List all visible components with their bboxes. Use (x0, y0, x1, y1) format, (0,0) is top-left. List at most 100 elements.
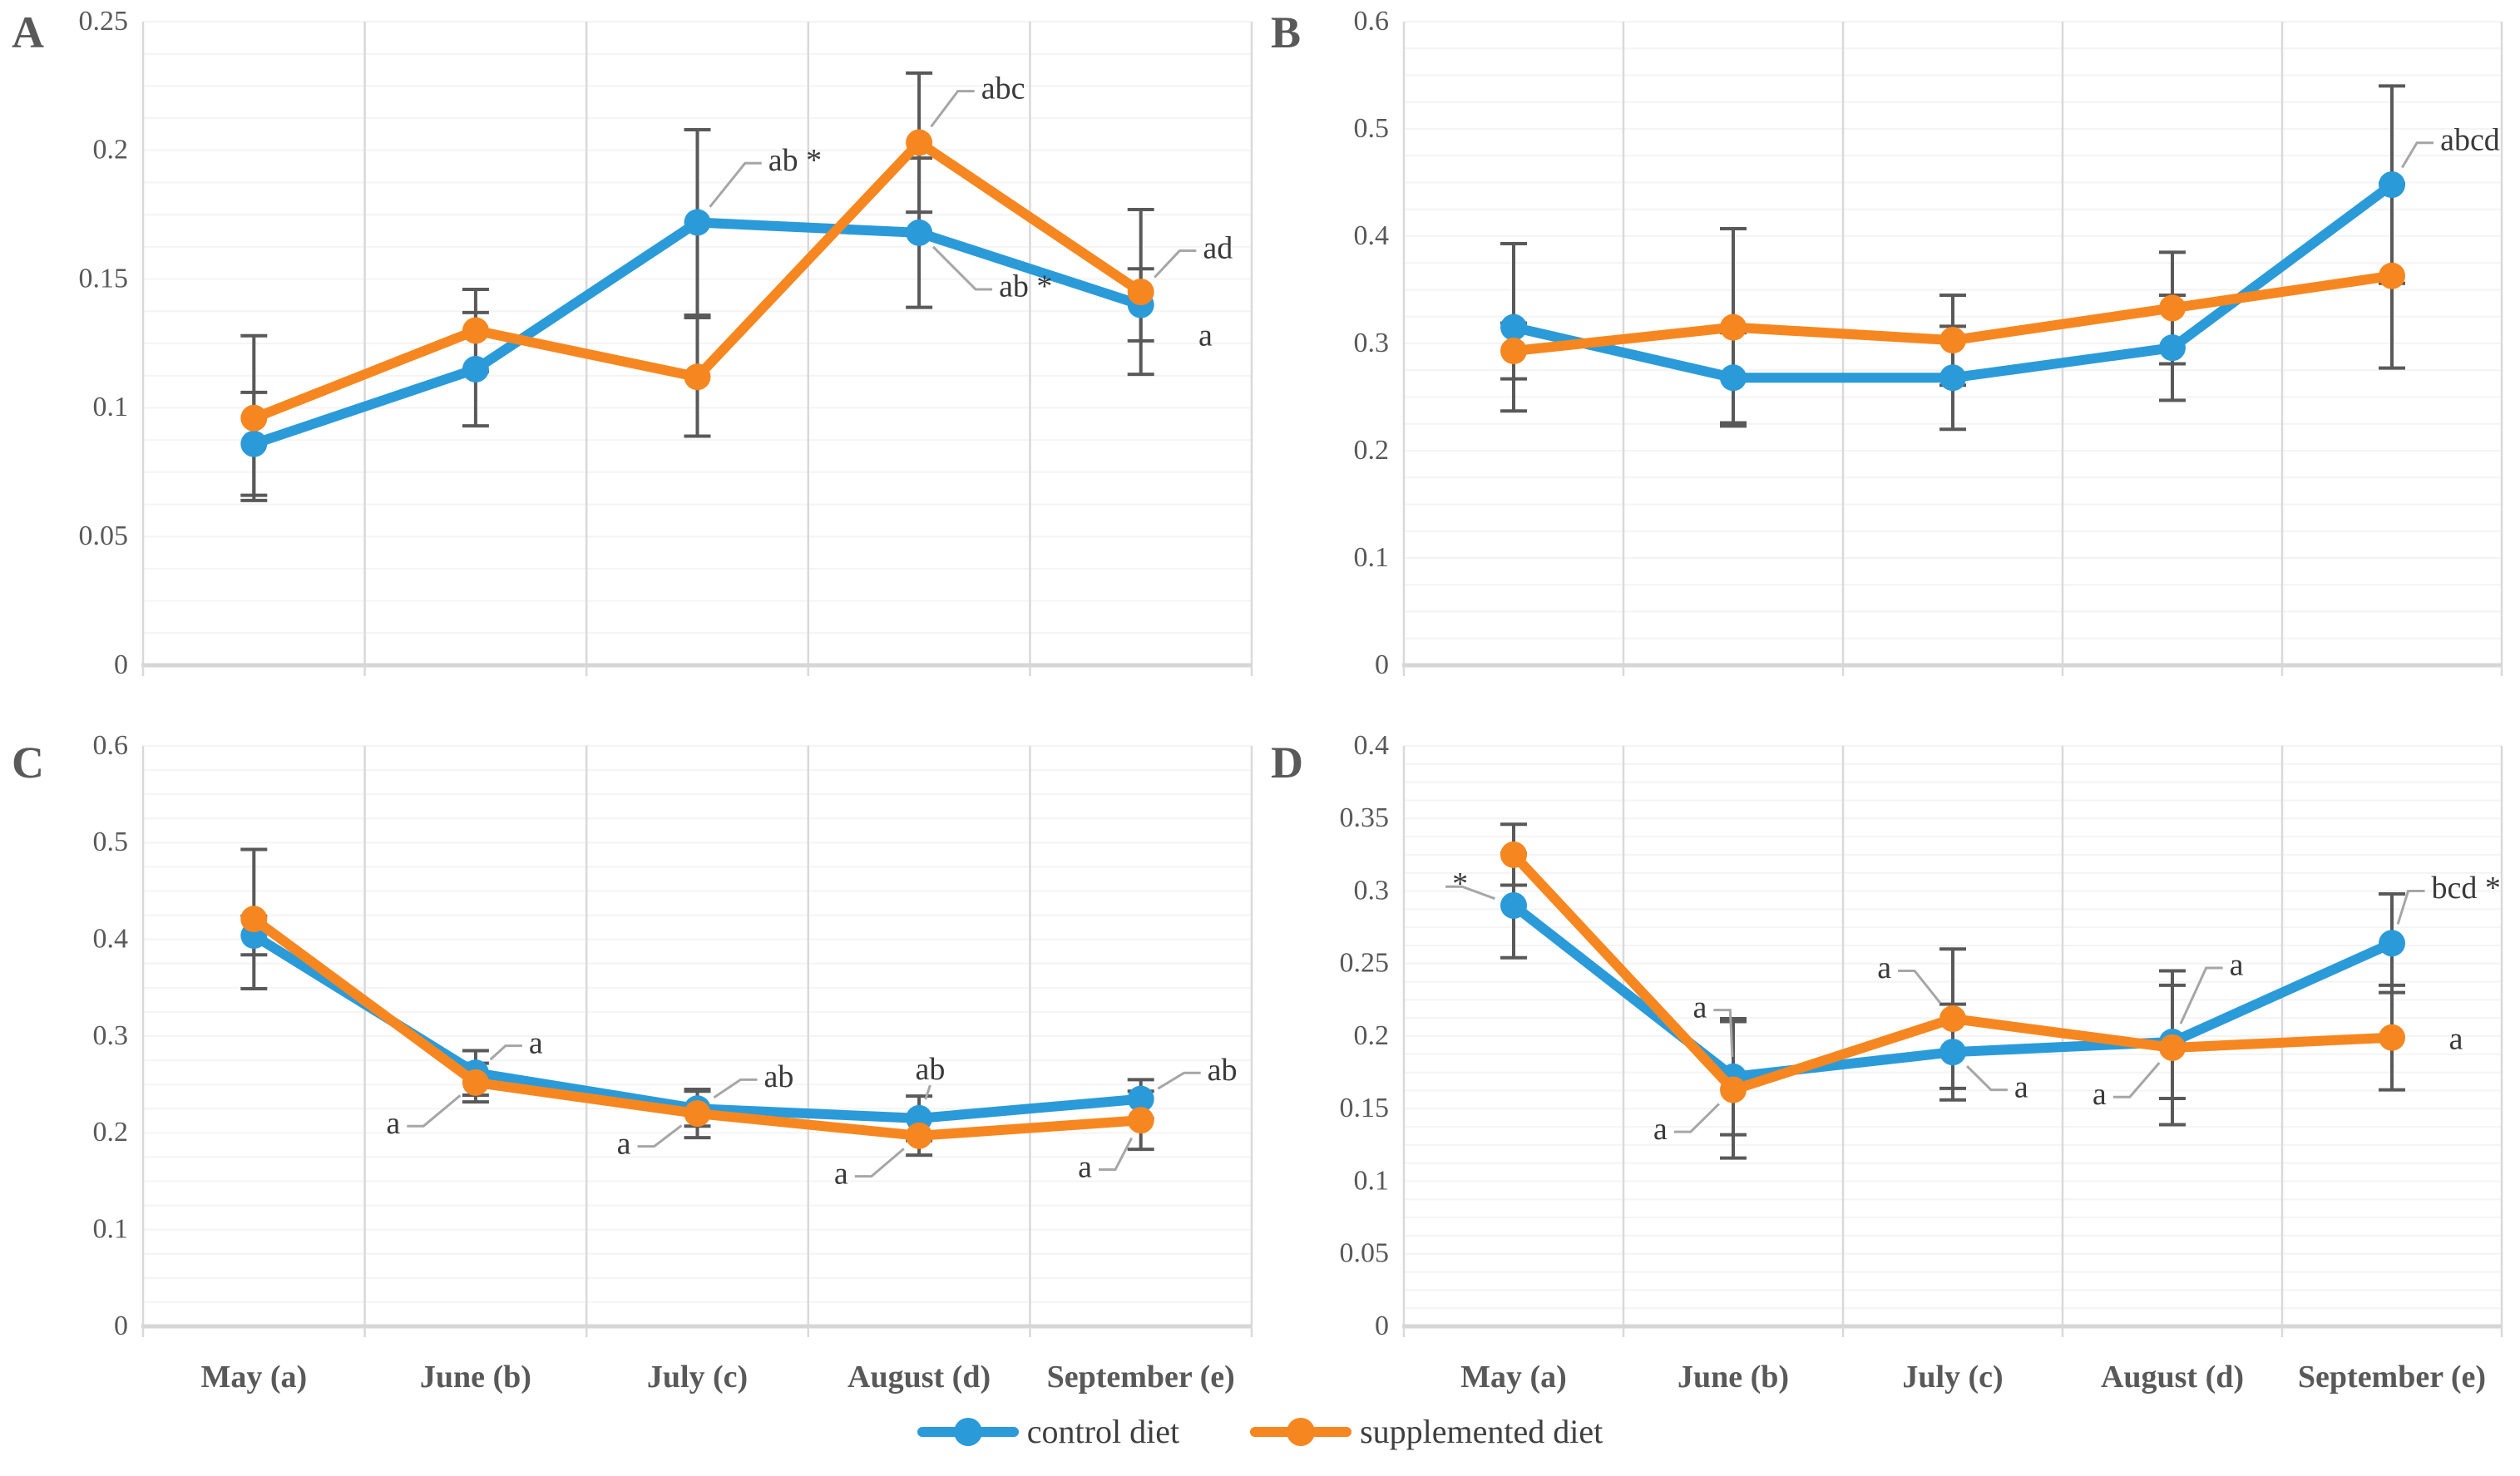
data-point-marker-control (1127, 1085, 1154, 1113)
y-axis-tick-label: 0.1 (1354, 542, 1390, 573)
x-axis-category-label: June (b) (420, 1360, 531, 1395)
y-axis-tick-label: 0.25 (1340, 948, 1390, 979)
annotation-leader-line (1157, 1071, 1201, 1090)
panel-D-plot-area: 0 0.05 0.1 0.15 0.2 0.25 0.3 0.35 0.4 May (a) June… (1340, 730, 2503, 1395)
significance-annotation: a (1653, 1112, 1668, 1147)
annotation-leader-line (1966, 1064, 2008, 1092)
panel-A-plot-area: 0 0.05 0.1 0.15 0.2 0.25 ab * abc ab * ad a (79, 6, 1253, 680)
significance-annotation: ab * (768, 143, 822, 178)
significance-annotation: a (2449, 1022, 2463, 1057)
data-point-marker-supplemented (462, 1069, 489, 1096)
legend-label-control-diet: control diet (1026, 1413, 1180, 1450)
y-axis-tick-label: 0.1 (93, 392, 129, 422)
data-point-marker-supplemented (1127, 1107, 1154, 1134)
data-point-marker-supplemented (1500, 338, 1527, 365)
annotation-leader-line (930, 90, 975, 128)
data-point-marker-supplemented (2379, 262, 2405, 289)
x-axis-category-label: September (e) (2298, 1360, 2486, 1395)
y-axis-tick-label: 0.2 (1354, 1020, 1390, 1051)
significance-annotation: ab (763, 1059, 793, 1094)
data-point-marker-control (1500, 891, 1527, 919)
y-axis-tick-label: 0.15 (1340, 1093, 1390, 1123)
y-axis-tick-label: 0 (114, 649, 128, 680)
annotation-leader-line (2396, 890, 2425, 925)
annotation-leader-line (924, 1084, 931, 1100)
data-point-marker-control (240, 430, 268, 457)
significance-annotation: bcd * (2432, 871, 2501, 906)
data-point-marker-supplemented (2379, 1024, 2405, 1051)
y-axis-tick-label: 0.4 (1354, 730, 1390, 761)
y-axis-tick-label: 0 (1375, 1311, 1389, 1341)
panel-letter-c: C (12, 738, 44, 787)
data-point-marker-control (1939, 364, 1966, 392)
data-point-marker-supplemented (462, 317, 489, 344)
data-point-marker-control (1720, 364, 1747, 392)
x-axis-category-label: August (d) (2101, 1360, 2244, 1395)
y-axis-tick-label: 0.05 (1340, 1238, 1390, 1269)
data-point-marker-supplemented (906, 1122, 933, 1149)
y-axis-tick-label: 0.2 (1354, 435, 1390, 466)
significance-annotation: a (1078, 1149, 1092, 1184)
x-axis-category-label: July (c) (1902, 1360, 2003, 1395)
y-axis-tick-label: 0.6 (93, 730, 129, 761)
y-axis-tick-label: 0 (1375, 649, 1389, 680)
control-diet-line-marker-icon (917, 1417, 1019, 1446)
significance-annotation: a (529, 1025, 543, 1060)
annotation-leader-line (1898, 969, 1942, 1005)
data-point-marker-supplemented (2159, 294, 2186, 322)
data-point-marker-control (2159, 334, 2186, 362)
data-point-marker-supplemented (1939, 327, 1966, 354)
significance-annotation: a (1692, 990, 1707, 1024)
y-axis-tick-label: 0.25 (79, 6, 129, 37)
significance-annotation: ab * (999, 269, 1052, 304)
data-point-marker-supplemented (240, 404, 268, 432)
data-point-marker-control (462, 355, 489, 383)
annotation-leader-line (854, 1148, 905, 1178)
y-axis-tick-label: 0.15 (79, 263, 129, 294)
y-axis-tick-label: 0.6 (1354, 6, 1390, 37)
significance-annotation: abcd (2440, 122, 2500, 157)
significance-annotation: a (386, 1106, 400, 1141)
data-point-marker-supplemented (1939, 1005, 1966, 1033)
panel-letter-d: D (1271, 738, 1303, 787)
significance-annotation: ab (1208, 1053, 1238, 1088)
x-axis-category-label: July (c) (647, 1360, 748, 1395)
annotation-leader-line (1673, 1103, 1720, 1133)
supplemented-diet-line-marker-icon (1250, 1417, 1352, 1446)
annotation-leader-line (637, 1124, 683, 1148)
annotation-leader-line (489, 1044, 522, 1061)
significance-annotation: * (1452, 866, 1468, 901)
y-axis-tick-label: 0.5 (1354, 113, 1390, 144)
chart-legend: control diet supplemented diet (0, 1412, 2520, 1451)
significance-annotation: ab (915, 1052, 945, 1087)
annotation-leader-line (1154, 249, 1197, 279)
data-point-marker-supplemented (906, 129, 933, 156)
legend-item-supplemented-diet: supplemented diet (1250, 1412, 1603, 1451)
data-point-marker-control (2379, 171, 2405, 199)
significance-annotation: a (2093, 1077, 2107, 1112)
y-axis-tick-label: 0.1 (93, 1213, 129, 1244)
y-axis-tick-label: 0.4 (93, 923, 129, 954)
significance-annotation: a (1877, 950, 1891, 985)
annotation-leader-line (931, 245, 993, 291)
data-point-marker-control (684, 209, 711, 236)
panel-C-plot-area: 0 0.1 0.2 0.3 0.4 0.5 0.6 May (a) June (b) July (… (93, 730, 1253, 1395)
y-axis-tick-label: 0.3 (1354, 875, 1390, 906)
panel-letter-b: B (1271, 7, 1302, 57)
significance-annotation: a (617, 1126, 631, 1161)
x-axis-category-label: May (a) (1460, 1360, 1567, 1395)
data-point-marker-control (2379, 930, 2405, 957)
data-point-marker-supplemented (2159, 1034, 2186, 1061)
x-axis-category-label: September (e) (1047, 1360, 1235, 1395)
y-axis-tick-label: 0.05 (79, 521, 129, 551)
significance-annotation: a (834, 1156, 848, 1191)
data-point-marker-supplemented (1500, 841, 1527, 868)
data-point-marker-control (1500, 313, 1527, 341)
legend-label-supplemented-diet: supplemented diet (1360, 1413, 1603, 1450)
y-axis-tick-label: 0.2 (93, 1117, 129, 1148)
data-point-marker-supplemented (684, 1100, 711, 1128)
data-point-marker-control (1939, 1039, 1966, 1066)
significance-annotation: a (2014, 1069, 2028, 1104)
legend-item-control-diet: control diet (917, 1412, 1179, 1451)
